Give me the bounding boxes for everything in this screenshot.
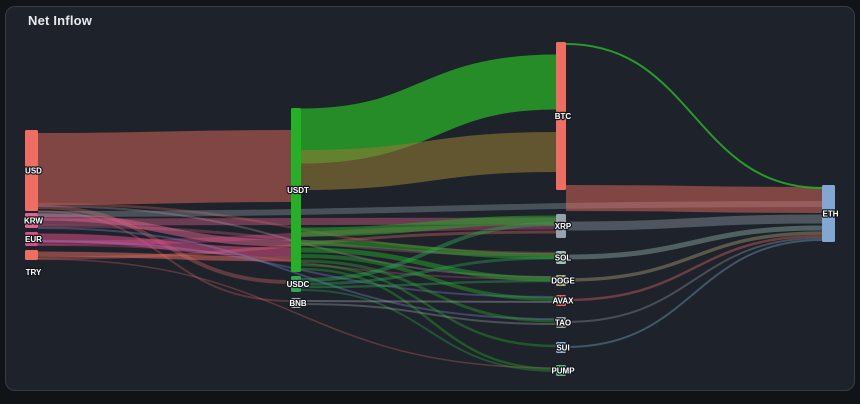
flow-usdt-tao bbox=[300, 259, 557, 323]
sankey-node-doge[interactable] bbox=[556, 275, 566, 286]
sankey-node-label-bnb: BNB bbox=[289, 299, 307, 308]
sankey-node-sol[interactable] bbox=[556, 251, 566, 264]
sankey-node-avax[interactable] bbox=[556, 295, 566, 306]
flow-usdt-sui bbox=[300, 263, 557, 348]
sankey-node-label-sui: SUI bbox=[556, 344, 569, 353]
sankey-node-label-pump: PUMP bbox=[551, 367, 575, 376]
flow-usdt-pump bbox=[300, 267, 557, 371]
flow-btc-eth bbox=[565, 185, 823, 213]
sankey-node-xrp[interactable] bbox=[556, 214, 566, 238]
sankey-node-label-eth: ETH bbox=[823, 210, 839, 219]
flow-usdc-pump bbox=[300, 289, 557, 372]
sankey-node-label-doge: DOGE bbox=[551, 277, 575, 286]
flow-btc-eth bbox=[565, 43, 823, 189]
flow-krw-tao bbox=[37, 227, 557, 320]
flow-usdt-btc bbox=[300, 132, 557, 190]
flow-usdt-sol bbox=[300, 240, 557, 259]
sankey-node-label-usd: USD bbox=[25, 167, 42, 176]
sankey-node-label-usdc: USDC bbox=[287, 280, 310, 289]
flow-eur-usdt bbox=[37, 233, 292, 257]
sankey-node-pump[interactable] bbox=[556, 365, 566, 376]
flow-usdc-sol bbox=[300, 256, 557, 286]
flow-doge-eth bbox=[565, 231, 823, 282]
sankey-node-label-sol: SOL bbox=[555, 254, 572, 263]
sankey-node-label-eur: EUR bbox=[25, 235, 42, 244]
sankey-node-label-xrp: XRP bbox=[555, 222, 572, 231]
flow-usdt-doge bbox=[300, 247, 557, 282]
flow-sui-eth bbox=[565, 239, 823, 348]
sankey-node-sui[interactable] bbox=[556, 342, 566, 353]
sankey-node-label-usdt: USDT bbox=[287, 186, 309, 195]
flow-usdc-doge bbox=[300, 279, 557, 289]
sankey-node-bnb[interactable] bbox=[291, 298, 301, 308]
sankey-node-btc[interactable] bbox=[556, 42, 566, 190]
sankey-node-eur[interactable] bbox=[25, 232, 38, 246]
flow-bnb-avax bbox=[300, 300, 557, 303]
sankey-node-label-try: TRY bbox=[26, 268, 42, 277]
sankey-node-label-tao: TAO bbox=[555, 319, 571, 328]
flow-avax-eth bbox=[565, 234, 823, 302]
sankey-node-krw[interactable] bbox=[25, 213, 38, 228]
sankey-node-try[interactable] bbox=[25, 250, 38, 260]
sankey-node-label-avax: AVAX bbox=[552, 297, 574, 306]
flow-krw-usdt bbox=[37, 213, 292, 247]
sankey-node-label-krw: KRW bbox=[24, 217, 43, 226]
sankey-node-usdt[interactable] bbox=[291, 108, 301, 272]
flow-xrp-eth bbox=[565, 214, 823, 231]
sankey-node-usdc[interactable] bbox=[291, 276, 301, 292]
sankey-node-label-btc: BTC bbox=[555, 112, 572, 121]
sankey-node-eth[interactable] bbox=[822, 185, 835, 242]
flow-usdc-xrp bbox=[300, 222, 557, 282]
sankey-node-usd[interactable] bbox=[25, 130, 38, 211]
flow-bnb-tao bbox=[300, 303, 557, 325]
flow-try-pump bbox=[37, 258, 557, 369]
flow-usdt-btc bbox=[300, 54, 557, 164]
sankey-node-tao[interactable] bbox=[556, 317, 566, 328]
flow-tao-eth bbox=[565, 237, 823, 323]
flow-sol-eth bbox=[565, 225, 823, 260]
flow-try-usdt bbox=[37, 251, 292, 262]
flow-usd-usdt bbox=[37, 130, 292, 205]
chart-title: Net Inflow bbox=[28, 13, 93, 28]
flow-usdt-xrp bbox=[300, 215, 557, 237]
flow-usdt-avax bbox=[300, 254, 557, 301]
